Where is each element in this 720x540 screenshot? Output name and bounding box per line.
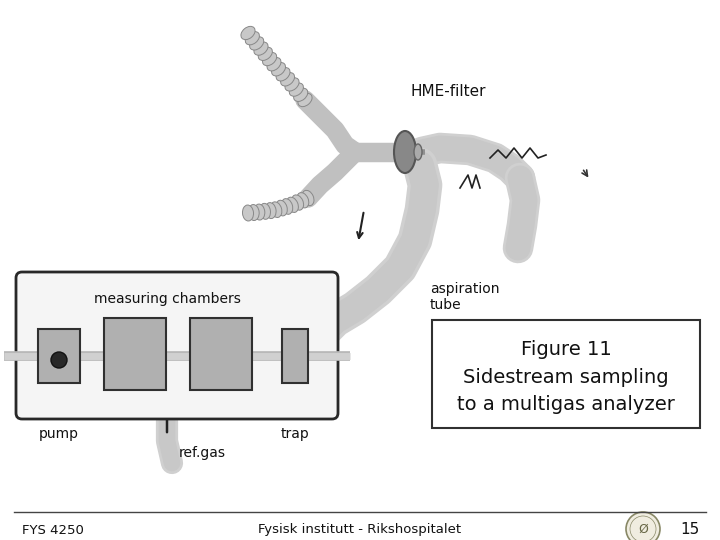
Ellipse shape bbox=[248, 205, 259, 220]
Text: measuring chambers: measuring chambers bbox=[94, 292, 240, 306]
Ellipse shape bbox=[394, 131, 416, 173]
Text: Figure 11: Figure 11 bbox=[521, 340, 611, 359]
Ellipse shape bbox=[294, 88, 307, 102]
Text: FYS 4250: FYS 4250 bbox=[22, 523, 84, 537]
Ellipse shape bbox=[271, 202, 282, 218]
Text: pump: pump bbox=[39, 427, 79, 441]
Ellipse shape bbox=[241, 26, 255, 39]
Bar bbox=[38, 329, 80, 383]
Ellipse shape bbox=[414, 144, 422, 160]
Ellipse shape bbox=[267, 57, 281, 71]
Ellipse shape bbox=[285, 78, 299, 91]
Ellipse shape bbox=[246, 31, 259, 45]
Ellipse shape bbox=[298, 93, 312, 106]
Ellipse shape bbox=[276, 68, 290, 81]
Ellipse shape bbox=[289, 83, 303, 96]
Circle shape bbox=[626, 512, 660, 540]
Ellipse shape bbox=[297, 193, 309, 208]
Ellipse shape bbox=[265, 202, 276, 219]
Text: Fysisk institutt - Rikshospitalet: Fysisk institutt - Rikshospitalet bbox=[258, 523, 462, 537]
FancyBboxPatch shape bbox=[432, 320, 700, 428]
Ellipse shape bbox=[271, 63, 286, 76]
Text: 15: 15 bbox=[680, 523, 700, 537]
Ellipse shape bbox=[287, 197, 298, 212]
Bar bbox=[190, 318, 252, 390]
Bar bbox=[104, 318, 166, 390]
Bar bbox=[282, 329, 308, 383]
Ellipse shape bbox=[302, 190, 314, 206]
Text: to a multigas analyzer: to a multigas analyzer bbox=[457, 395, 675, 414]
Text: HME-filter: HME-filter bbox=[410, 84, 485, 99]
Ellipse shape bbox=[250, 37, 264, 50]
Ellipse shape bbox=[254, 42, 268, 55]
Circle shape bbox=[51, 352, 67, 368]
Ellipse shape bbox=[263, 52, 276, 66]
Text: Sidestream sampling: Sidestream sampling bbox=[463, 368, 669, 387]
Ellipse shape bbox=[276, 200, 287, 216]
Text: trap: trap bbox=[281, 427, 310, 441]
Ellipse shape bbox=[281, 72, 294, 86]
FancyBboxPatch shape bbox=[16, 272, 338, 419]
Ellipse shape bbox=[243, 205, 253, 221]
Text: ref.gas: ref.gas bbox=[179, 446, 226, 460]
Text: aspiration
tube: aspiration tube bbox=[430, 282, 500, 312]
Ellipse shape bbox=[258, 47, 272, 60]
Ellipse shape bbox=[292, 195, 304, 210]
Ellipse shape bbox=[282, 199, 293, 214]
Text: Ø: Ø bbox=[638, 523, 648, 536]
Ellipse shape bbox=[253, 204, 265, 220]
Ellipse shape bbox=[259, 204, 271, 219]
